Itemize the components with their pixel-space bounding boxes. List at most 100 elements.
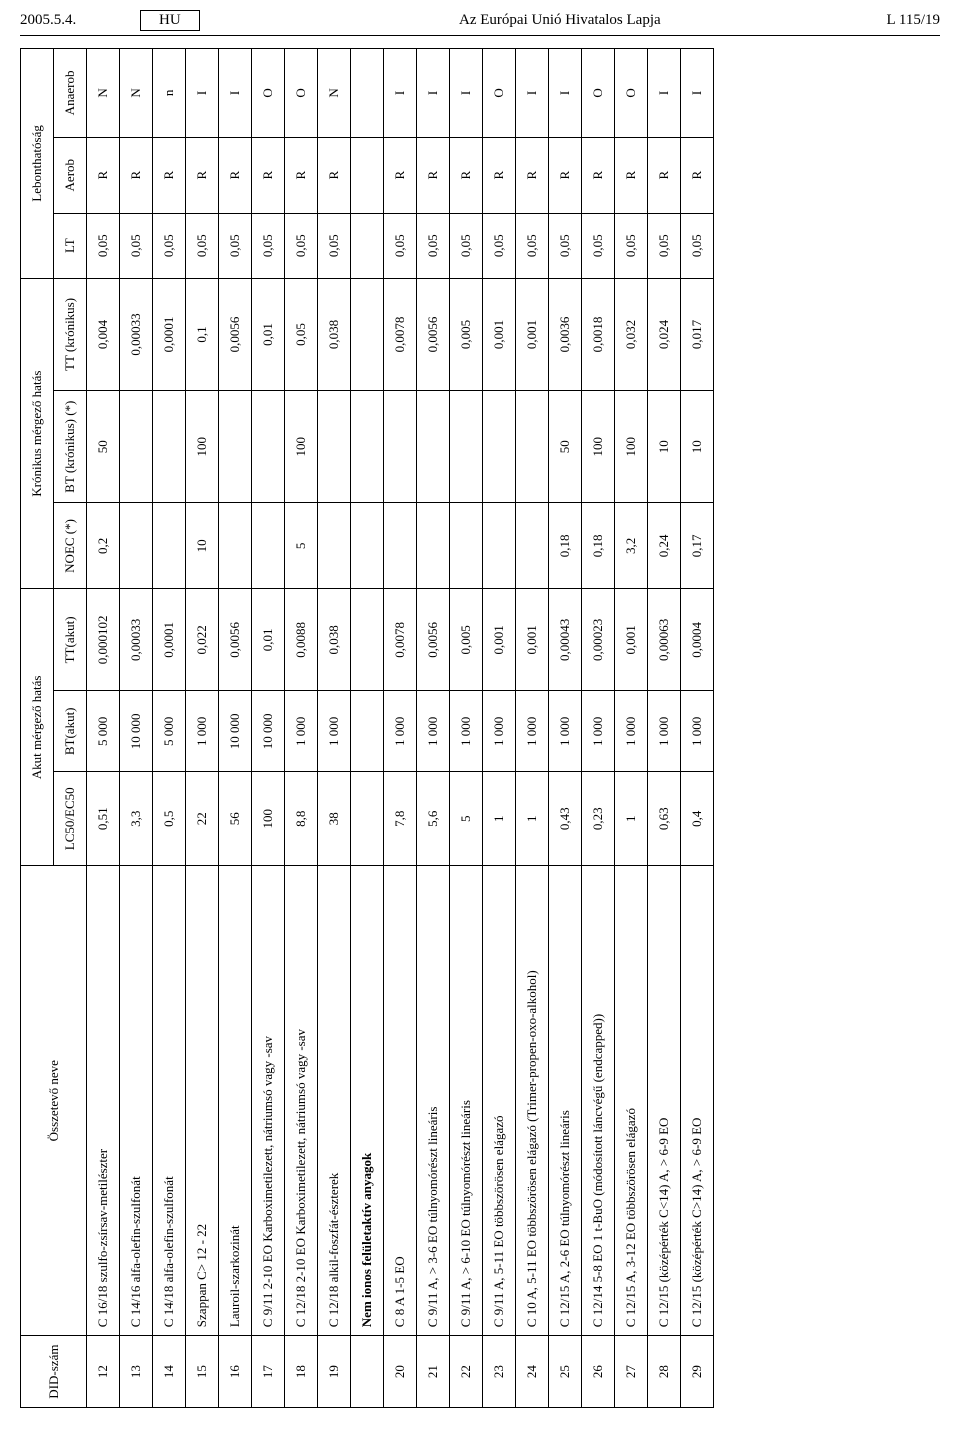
group-lebont: Lebonthatóság <box>21 49 54 279</box>
cell-bta: 5 000 <box>153 691 186 772</box>
cell-empty <box>351 589 384 691</box>
cell-empty <box>351 137 384 213</box>
cell-noec <box>417 503 450 589</box>
cell-empty <box>351 49 384 138</box>
cell-btk <box>516 391 549 503</box>
cell-noec: 5 <box>285 503 318 589</box>
cell-bta: 1 000 <box>615 691 648 772</box>
cell-aer: R <box>549 137 582 213</box>
cell-tta: 0,022 <box>186 589 219 691</box>
cell-bta: 10 000 <box>219 691 252 772</box>
cell-lt: 0,05 <box>648 213 681 278</box>
section-label: Nem ionos felületaktív anyagok <box>351 866 384 1336</box>
cell-aer: R <box>186 137 219 213</box>
cell-lc50: 38 <box>318 772 351 866</box>
cell-did: 29 <box>681 1336 714 1408</box>
cell-ttk: 0,00033 <box>120 278 153 390</box>
cell-ttk: 0,005 <box>450 278 483 390</box>
cell-ana: N <box>120 49 153 138</box>
cell-btk: 100 <box>186 391 219 503</box>
cell-aer: R <box>516 137 549 213</box>
cell-ana: O <box>615 49 648 138</box>
cell-did: 27 <box>615 1336 648 1408</box>
cell-did: 14 <box>153 1336 186 1408</box>
cell-bta: 1 000 <box>186 691 219 772</box>
cell-ana: I <box>219 49 252 138</box>
cell-ttk: 0,004 <box>87 278 120 390</box>
cell-did: 23 <box>483 1336 516 1408</box>
cell-bta: 1 000 <box>516 691 549 772</box>
cell-tta: 0,0056 <box>417 589 450 691</box>
cell-ana: O <box>252 49 285 138</box>
cell-aer: R <box>219 137 252 213</box>
cell-lc50: 0,4 <box>681 772 714 866</box>
col-name: Összetevő neve <box>21 866 87 1336</box>
cell-bta: 1 000 <box>417 691 450 772</box>
cell-btk <box>219 391 252 503</box>
cell-ttk: 0,05 <box>285 278 318 390</box>
cell-lc50: 7,8 <box>384 772 417 866</box>
cell-did: 20 <box>384 1336 417 1408</box>
cell-bta: 1 000 <box>318 691 351 772</box>
cell-btk: 10 <box>648 391 681 503</box>
cell-ttk: 0,024 <box>648 278 681 390</box>
cell-btk: 50 <box>87 391 120 503</box>
group-akut: Akut mérgező hatás <box>21 589 54 866</box>
cell-aer: R <box>417 137 450 213</box>
cell-bta: 10 000 <box>252 691 285 772</box>
table-row: 27C 12/15 A, 3-12 EO többszörösen elágaz… <box>615 49 648 1408</box>
cell-name: C 14/18 alfa-olefin-szulfonát <box>153 866 186 1336</box>
cell-lt: 0,05 <box>450 213 483 278</box>
rotated-table-container: DID-szám Összetevő neve Akut mérgező hat… <box>20 48 940 1408</box>
cell-lt: 0,05 <box>87 213 120 278</box>
cell-lc50: 0,5 <box>153 772 186 866</box>
cell-tta: 0,038 <box>318 589 351 691</box>
cell-noec <box>516 503 549 589</box>
cell-ana: I <box>450 49 483 138</box>
table-row: 23C 9/11 A, 5-11 EO többszörösen elágazó… <box>483 49 516 1408</box>
cell-ttk: 0,0078 <box>384 278 417 390</box>
cell-tta: 0,005 <box>450 589 483 691</box>
cell-aer: R <box>681 137 714 213</box>
cell-ana: I <box>516 49 549 138</box>
table-row: 12C 16/18 szulfo-zsírsav-metilészter0,51… <box>87 49 120 1408</box>
cell-name: C 12/15 (középérték C>14) A, > 6-9 EO <box>681 866 714 1336</box>
cell-lc50: 22 <box>186 772 219 866</box>
cell-lc50: 0,43 <box>549 772 582 866</box>
cell-noec <box>120 503 153 589</box>
cell-ana: O <box>582 49 615 138</box>
col-ttakut: TT(akut) <box>54 589 87 691</box>
cell-lt: 0,05 <box>549 213 582 278</box>
cell-tta: 0,001 <box>516 589 549 691</box>
cell-empty <box>351 213 384 278</box>
cell-ana: I <box>681 49 714 138</box>
col-lc50: LC50/EC50 <box>54 772 87 866</box>
cell-ana: O <box>285 49 318 138</box>
col-lt: LT <box>54 213 87 278</box>
cell-lc50: 0,63 <box>648 772 681 866</box>
cell-aer: R <box>87 137 120 213</box>
cell-lt: 0,05 <box>120 213 153 278</box>
cell-name: C 12/14 5-8 EO 1 t-BuO (módosított láncv… <box>582 866 615 1336</box>
cell-lt: 0,05 <box>384 213 417 278</box>
cell-btk: 100 <box>615 391 648 503</box>
cell-empty <box>351 772 384 866</box>
cell-tta: 0,0056 <box>219 589 252 691</box>
table-row: 15Szappan C> 12 - 22221 0000,022101000,1… <box>186 49 219 1408</box>
cell-bta: 5 000 <box>87 691 120 772</box>
cell-tta: 0,00063 <box>648 589 681 691</box>
col-ttkron: TT (krónikus) <box>54 278 87 390</box>
cell-name: C 10 A, 5-11 EO többszörösen elágazó (Tr… <box>516 866 549 1336</box>
table-row: 26C 12/14 5-8 EO 1 t-BuO (módosított lán… <box>582 49 615 1408</box>
table-row: 25C 12/15 A, 2-6 EO túlnyomórészt lineár… <box>549 49 582 1408</box>
cell-aer: R <box>648 137 681 213</box>
table-body: 12C 16/18 szulfo-zsírsav-metilészter0,51… <box>87 49 714 1408</box>
cell-ttk: 0,0056 <box>417 278 450 390</box>
cell-tta: 0,0001 <box>153 589 186 691</box>
cell-tta: 0,00043 <box>549 589 582 691</box>
cell-ttk: 0,017 <box>681 278 714 390</box>
cell-ttk: 0,1 <box>186 278 219 390</box>
table-row: 19C 12/18 alkil-foszfát-észterek381 0000… <box>318 49 351 1408</box>
cell-empty <box>351 391 384 503</box>
cell-btk: 10 <box>681 391 714 503</box>
